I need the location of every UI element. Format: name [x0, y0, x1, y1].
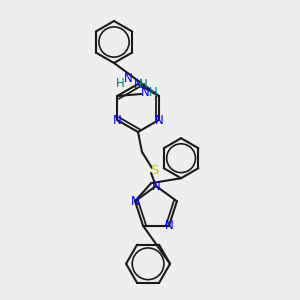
Text: N: N	[134, 77, 142, 91]
Text: H: H	[149, 86, 158, 100]
Text: N: N	[141, 86, 150, 100]
Text: N: N	[131, 195, 140, 208]
Text: N: N	[154, 113, 163, 127]
Text: H: H	[139, 77, 148, 91]
Text: N: N	[165, 219, 173, 232]
Text: N: N	[113, 113, 122, 127]
Text: H: H	[116, 77, 125, 90]
Text: S: S	[150, 164, 158, 176]
Text: N: N	[124, 72, 133, 85]
Text: N: N	[152, 179, 160, 193]
